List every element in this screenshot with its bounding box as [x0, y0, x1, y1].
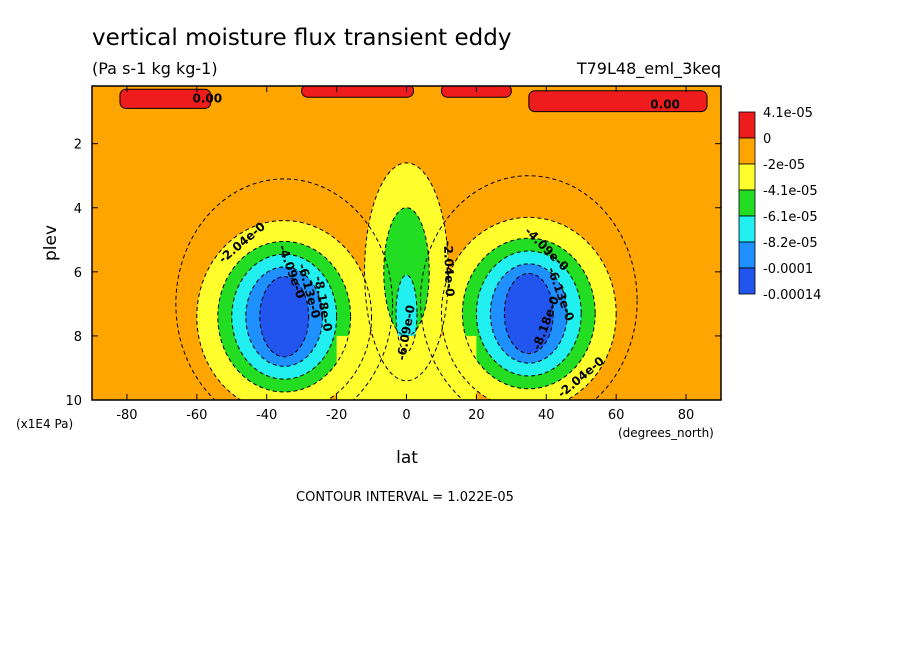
x-tick-label: 40 — [538, 408, 555, 423]
southern-cell-contour-2 — [217, 240, 352, 393]
colorbar-swatch-6 — [738, 241, 756, 269]
chart-title: vertical moisture flux transient eddy — [92, 25, 511, 51]
y-tick-label: 8 — [74, 330, 82, 345]
northern-cell-contour-2 — [461, 237, 596, 390]
x-tick-label: 20 — [468, 408, 485, 423]
y-tick-label: 6 — [74, 266, 82, 281]
x-tick-label: -80 — [116, 408, 137, 423]
colorbar-swatch-5 — [738, 215, 756, 243]
positive-strip-4 — [528, 90, 708, 113]
equatorial-cell-contour-1 — [364, 162, 449, 382]
chart-subtitle: (Pa s-1 kg kg-1) — [92, 59, 218, 78]
southern-cell-contour-1 — [196, 220, 373, 400]
southern-cell-contour-3 — [231, 253, 338, 380]
x-axis: -80 -60 -40 -20 0 20 40 60 80 — [116, 86, 694, 423]
x-units-label: (degrees_north) — [618, 426, 714, 440]
colorbar-swatch-2 — [738, 137, 756, 165]
surface-band — [336, 335, 477, 400]
colorbar-label-4: -4.1e-05 — [763, 184, 818, 199]
colorbar-swatch-3 — [738, 163, 756, 191]
colorbar-swatch-4 — [738, 189, 756, 217]
x-tick-label: -60 — [186, 408, 207, 423]
colorbar-label-8: -0.00014 — [763, 288, 821, 303]
southern-cell-outer-contour — [175, 178, 393, 400]
northern-cell-outer-contour — [420, 175, 638, 400]
colorbar-label-5: -6.1e-05 — [763, 210, 818, 225]
x-tick-label: 80 — [678, 408, 695, 423]
northern-cell-band-5 — [504, 273, 554, 354]
y-tick-label: 2 — [74, 138, 82, 153]
y-tick-label: 10 — [65, 394, 82, 409]
northern-cell-contour-4 — [489, 263, 568, 364]
positive-strip-2 — [301, 86, 414, 98]
colorbar-swatch-7 — [738, 267, 756, 295]
contour-label-12: 0.00 — [650, 98, 680, 112]
southern-cell-contour-5 — [259, 276, 310, 358]
colorbar-swatch-1 — [738, 111, 756, 139]
northern-cell-contour-3 — [475, 250, 582, 377]
x-tick-label: -20 — [326, 408, 347, 423]
contour-interval-footer: CONTOUR INTERVAL = 1.022E-05 — [296, 490, 514, 505]
equatorial-cell-contour-3 — [395, 274, 418, 353]
contour-label-5: -2.04e-0 — [441, 240, 457, 297]
colorbar-label-7: -0.0001 — [763, 262, 813, 277]
y-units-label: (x1E4 Pa) — [16, 417, 73, 431]
x-tick-label: -40 — [256, 408, 277, 423]
plot-area: -2.04e-0-4.09e-0-6.13e-0-8.18e-0-2.04e-0… — [91, 85, 722, 401]
x-axis-label: lat — [396, 448, 418, 468]
positive-strip-1 — [119, 88, 212, 109]
colorbar-label-1: 4.1e-05 — [763, 106, 813, 121]
equatorial-cell-contour-2 — [383, 207, 430, 337]
equatorial-cell-band-2 — [383, 207, 430, 336]
southern-cell-band-5 — [259, 276, 309, 357]
y-axis-label: plev — [41, 225, 61, 261]
colorbar: 4.1e-05 0 -2e-05 -4.1e-05 -6.1e-05 -8.2e-05 -0… — [738, 106, 821, 303]
equatorial-cell-band-3 — [396, 275, 417, 352]
northern-cell-contour-1 — [440, 216, 617, 400]
x-tick-label: 0 — [402, 408, 410, 423]
contour-lines — [175, 162, 638, 400]
colorbar-label-2: 0 — [763, 132, 771, 147]
southern-cell-contour-4 — [245, 266, 324, 367]
colorbar-label-3: -2e-05 — [763, 158, 805, 173]
x-tick-label: 60 — [608, 408, 625, 423]
y-tick-label: 4 — [74, 202, 82, 217]
y-axis: 2 4 6 8 10 — [65, 138, 721, 409]
colorbar-label-6: -8.2e-05 — [763, 236, 818, 251]
contour-label-11: 0.00 — [193, 91, 223, 105]
northern-cell-contour-5 — [503, 272, 554, 355]
run-label: T79L48_eml_3keq — [576, 59, 721, 79]
